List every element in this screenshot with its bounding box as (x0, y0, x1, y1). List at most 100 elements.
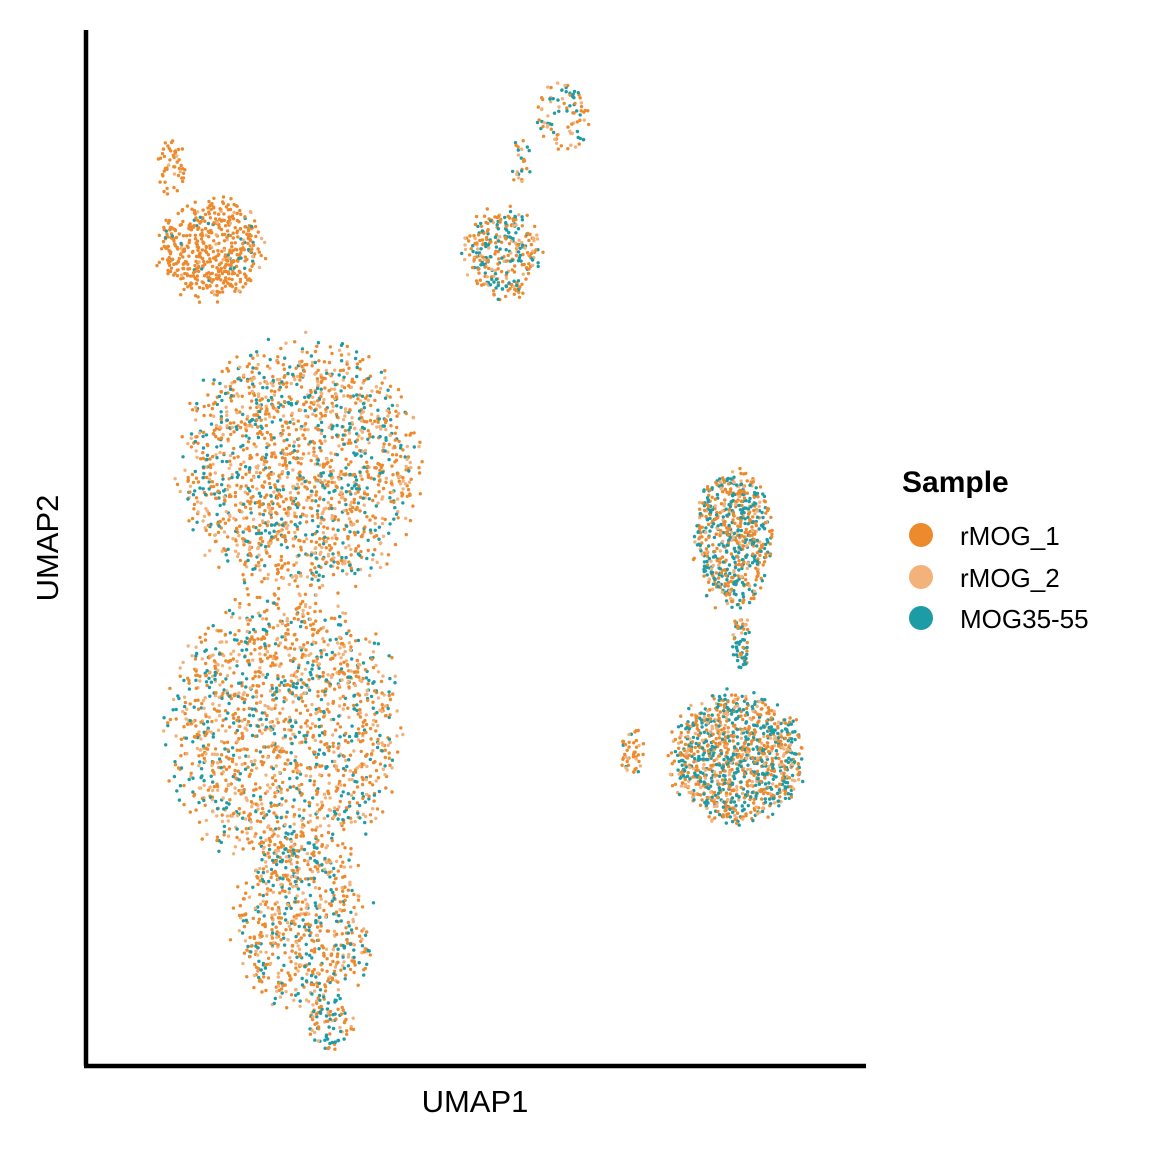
scatter-point-1886 (266, 398, 271, 403)
scatter-point-905 (199, 501, 203, 505)
scatter-point-4382 (266, 889, 270, 893)
scatter-point-2336 (246, 837, 250, 841)
scatter-point-4846 (474, 214, 479, 219)
scatter-point-1797 (201, 465, 206, 469)
scatter-point-1710 (273, 523, 277, 527)
scatter-point-1326 (368, 573, 372, 578)
scatter-point-3835 (318, 773, 322, 777)
scatter-point-902 (299, 602, 303, 606)
scatter-point-3948 (245, 948, 249, 952)
scatter-point-1607 (337, 444, 341, 448)
scatter-point-2127 (257, 415, 262, 420)
scatter-point-1309 (263, 436, 267, 440)
scatter-point-2250 (220, 724, 225, 728)
scatter-point-4706 (520, 240, 524, 245)
scatter-point-2599 (215, 761, 220, 765)
scatter-point-2390 (346, 792, 350, 796)
scatter-point-1307 (237, 534, 241, 538)
scatter-point-4070 (289, 993, 294, 997)
scatter-point-1461 (362, 426, 366, 431)
scatter-point-3554 (266, 745, 271, 749)
scatter-point-3751 (278, 641, 283, 645)
scatter-point-4234 (271, 931, 275, 935)
scatter-point-1021 (324, 546, 328, 550)
scatter-point-1893 (369, 566, 373, 570)
scatter-point-1202 (318, 478, 322, 482)
scatter-point-4896 (556, 98, 560, 102)
scatter-point-1184 (211, 382, 215, 386)
scatter-point-4492 (287, 891, 291, 895)
scatter-point-3744 (211, 788, 215, 793)
scatter-point-4868 (489, 255, 493, 259)
scatter-point-1542 (377, 525, 382, 529)
scatter-point-3463 (225, 801, 229, 805)
scatter-point-3401 (279, 803, 284, 807)
scatter-point-3261 (295, 612, 299, 616)
scatter-point-1692 (343, 561, 347, 566)
scatter-point-2093 (261, 385, 265, 390)
scatter-point-400 (187, 267, 192, 271)
scatter-point-4803 (532, 236, 536, 240)
scatter-point-2337 (298, 711, 303, 715)
scatter-point-1352 (405, 457, 409, 461)
scatter-point-3977 (278, 995, 283, 999)
scatter-point-2492 (302, 643, 306, 647)
scatter-point-4771 (503, 215, 507, 220)
scatter-point-4884 (482, 257, 487, 262)
scatter-point-1708 (265, 430, 269, 435)
scatter-point-4254 (293, 880, 297, 884)
scatter-point-2665 (323, 618, 327, 622)
scatter-point-3249 (245, 798, 249, 802)
scatter-point-2531 (275, 717, 279, 721)
scatter-point-1929 (281, 487, 286, 492)
scatter-point-2916 (202, 722, 206, 726)
scatter-point-2196 (208, 472, 212, 476)
scatter-point-1522 (314, 556, 318, 560)
scatter-point-1139 (311, 412, 315, 416)
scatter-point-3971 (322, 908, 326, 913)
scatter-point-4544 (313, 1030, 317, 1035)
scatter-point-631 (240, 394, 244, 398)
scatter-point-3767 (358, 764, 362, 768)
scatter-point-1096 (312, 450, 316, 454)
scatter-point-556 (337, 500, 341, 504)
scatter-point-4865 (513, 241, 518, 245)
scatter-point-4876 (493, 235, 498, 239)
scatter-point-2656 (303, 704, 308, 708)
scatter-point-2033 (246, 558, 250, 563)
scatter-point-2926 (195, 651, 199, 656)
scatter-point-2650 (301, 608, 305, 613)
scatter-point-2959 (168, 717, 173, 722)
scatter-point-1423 (298, 539, 302, 543)
scatter-point-465 (181, 219, 185, 224)
scatter-point-3054 (264, 717, 268, 722)
scatter-point-4585 (311, 1015, 315, 1019)
scatter-point-2790 (274, 689, 279, 694)
scatter-point-3420 (292, 798, 296, 802)
scatter-point-6 (179, 273, 184, 277)
scatter-point-1281 (194, 418, 198, 422)
scatter-point-1458 (344, 502, 348, 507)
scatter-point-1970 (191, 480, 196, 485)
scatter-point-778 (347, 517, 352, 521)
scatter-point-3768 (259, 717, 263, 721)
scatter-point-3294 (317, 662, 322, 666)
scatter-point-406 (166, 259, 171, 264)
scatter-point-2857 (238, 724, 242, 729)
scatter-point-3351 (265, 789, 270, 794)
scatter-point-1561 (381, 470, 385, 475)
scatter-point-420 (238, 280, 242, 284)
scatter-point-4916 (569, 143, 573, 147)
scatter-point-2125 (322, 397, 326, 402)
scatter-point-2712 (346, 740, 350, 745)
scatter-point-2797 (373, 689, 377, 693)
scatter-point-429 (220, 233, 225, 237)
scatter-point-3436 (262, 830, 266, 834)
scatter-point-1042 (248, 466, 252, 470)
scatter-point-3049 (345, 764, 349, 769)
scatter-point-541 (156, 157, 161, 161)
scatter-point-4197 (338, 900, 343, 904)
scatter-point-3097 (179, 754, 183, 758)
scatter-point-643 (188, 401, 192, 406)
scatter-point-3804 (322, 710, 326, 715)
